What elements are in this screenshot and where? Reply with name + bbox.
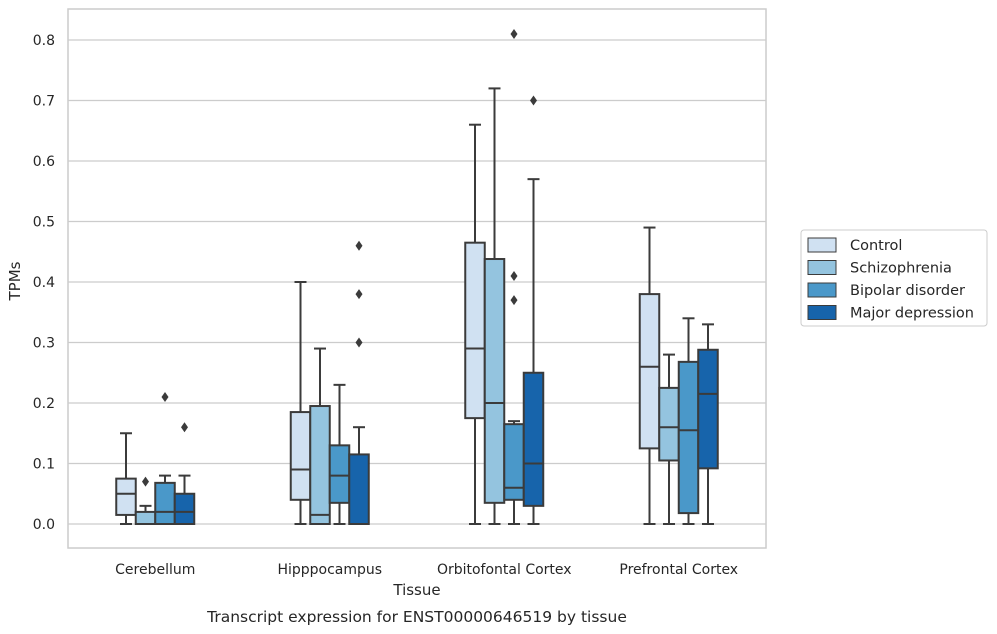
legend-swatch bbox=[807, 282, 837, 298]
box-body bbox=[638, 293, 661, 450]
outlier-point bbox=[355, 337, 363, 348]
y-axis-ticks: 0.0 0.1 0.2 0.3 0.4 0.5 0.6 0.7 0.8 bbox=[33, 33, 55, 533]
box bbox=[522, 95, 545, 525]
box-body bbox=[328, 444, 351, 504]
legend-swatch bbox=[807, 237, 837, 253]
x-axis-title: Tissue bbox=[392, 581, 440, 599]
x-axis-ticks: Cerebellum Hipppocampus Orbitofontal Corte… bbox=[115, 562, 738, 578]
series-major-depression bbox=[173, 95, 719, 525]
box-body bbox=[522, 371, 545, 507]
box bbox=[173, 422, 196, 525]
y-tick-label: 0.0 bbox=[33, 517, 55, 533]
y-axis-title: TPMs bbox=[6, 261, 24, 301]
box bbox=[134, 476, 157, 525]
legend-items: Control Schizophrenia Bipolar disorder Majo… bbox=[807, 237, 974, 322]
box-series bbox=[115, 28, 719, 525]
legend-frame bbox=[800, 229, 988, 327]
box bbox=[464, 123, 486, 525]
box bbox=[658, 353, 680, 525]
outlier-point bbox=[510, 295, 518, 306]
box bbox=[154, 391, 176, 525]
outlier-point bbox=[510, 28, 518, 39]
box bbox=[697, 323, 719, 525]
chart-caption: Transcript expression for ENST0000064651… bbox=[206, 608, 627, 626]
legend-label: Control bbox=[850, 238, 902, 254]
box bbox=[503, 28, 525, 525]
y-tick-label: 0.1 bbox=[33, 457, 55, 473]
x-tick-label: Orbitofontal Cortex bbox=[437, 562, 572, 578]
legend: Control Schizophrenia Bipolar disorder Majo… bbox=[800, 229, 988, 327]
outlier-point bbox=[355, 240, 363, 251]
outlier-point bbox=[142, 476, 149, 487]
box-body bbox=[154, 481, 176, 525]
legend-label: Schizophrenia bbox=[850, 261, 952, 277]
outlier-point bbox=[530, 95, 537, 106]
y-tick-label: 0.6 bbox=[33, 154, 55, 170]
series-schizophrenia bbox=[134, 87, 680, 525]
y-tick-label: 0.7 bbox=[33, 94, 55, 110]
y-tick-label: 0.2 bbox=[33, 396, 55, 412]
box bbox=[328, 383, 351, 525]
outlier-point bbox=[181, 422, 188, 433]
box bbox=[348, 240, 370, 525]
x-tick-label: Cerebellum bbox=[115, 562, 195, 578]
gridlines bbox=[68, 39, 766, 525]
box-body bbox=[115, 477, 137, 516]
box-body bbox=[134, 510, 157, 525]
legend-label: Major depression bbox=[850, 306, 974, 322]
legend-swatch bbox=[807, 305, 837, 320]
series-bipolar-disorder bbox=[154, 28, 700, 525]
box-body bbox=[348, 453, 370, 525]
box-body bbox=[658, 386, 680, 462]
legend-label: Bipolar disorder bbox=[850, 283, 965, 299]
y-tick-label: 0.3 bbox=[33, 336, 55, 352]
box bbox=[309, 347, 331, 525]
plot-area-frame bbox=[67, 8, 767, 549]
series-control bbox=[115, 123, 661, 525]
outlier-point bbox=[161, 391, 169, 402]
x-tick-label: Hipppocampus bbox=[277, 562, 382, 578]
y-tick-label: 0.4 bbox=[33, 275, 55, 291]
y-tick-label: 0.8 bbox=[33, 33, 55, 49]
box-body bbox=[697, 348, 719, 470]
outlier-point bbox=[355, 289, 363, 300]
box-body bbox=[309, 405, 331, 525]
box bbox=[677, 317, 700, 525]
box bbox=[483, 87, 506, 525]
outlier-point bbox=[510, 270, 518, 281]
box-body bbox=[289, 411, 312, 501]
box-body bbox=[677, 360, 700, 515]
box-body bbox=[173, 492, 196, 525]
x-tick-label: Prefrontal Cortex bbox=[619, 562, 738, 578]
box bbox=[115, 432, 137, 525]
legend-swatch bbox=[807, 260, 837, 275]
box-body bbox=[464, 241, 486, 420]
y-tick-label: 0.5 bbox=[33, 215, 55, 231]
box bbox=[638, 226, 661, 525]
box-body bbox=[483, 258, 506, 504]
